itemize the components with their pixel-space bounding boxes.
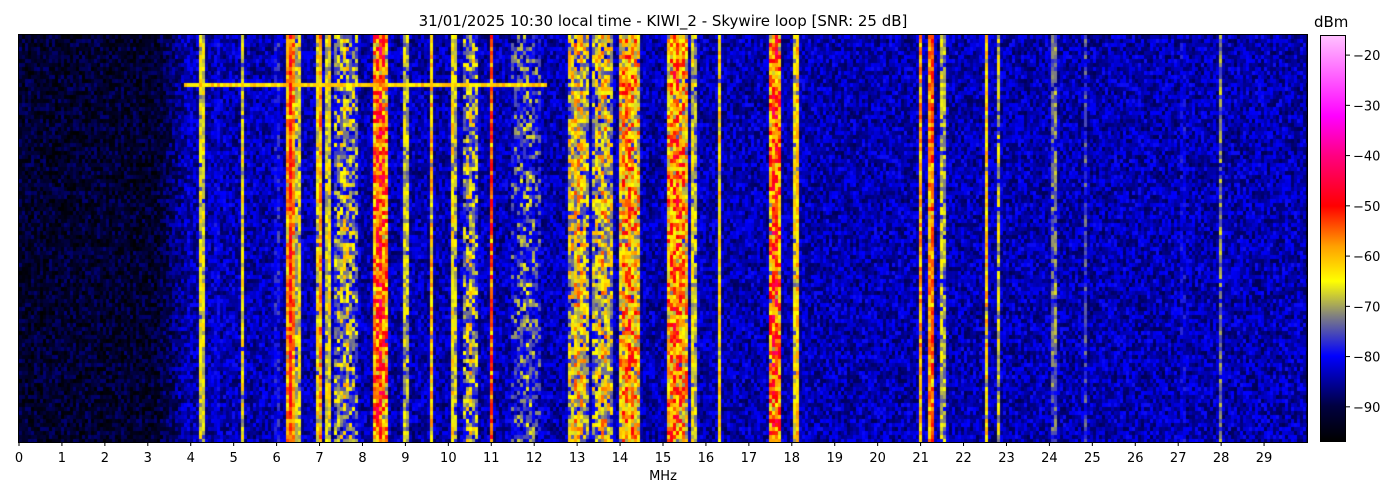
x-tick-label: 2 bbox=[101, 451, 109, 466]
x-tick-label: 20 bbox=[869, 451, 886, 466]
colorbar bbox=[1320, 35, 1346, 442]
x-tick-label: 18 bbox=[784, 451, 801, 466]
x-tick-label: 10 bbox=[440, 451, 457, 466]
x-tick-label: 26 bbox=[1127, 451, 1144, 466]
x-tick-label: 1 bbox=[58, 451, 66, 466]
x-tick-label: 0 bbox=[15, 451, 23, 466]
x-tick-label: 27 bbox=[1170, 451, 1187, 466]
x-tick-label: 12 bbox=[526, 451, 543, 466]
x-axis-label: MHz bbox=[649, 469, 677, 484]
colorbar-tick-label: −40 bbox=[1353, 150, 1380, 165]
x-tick-label: 16 bbox=[698, 451, 715, 466]
x-tick-label: 9 bbox=[401, 451, 409, 466]
colorbar-tick-label: −80 bbox=[1353, 351, 1380, 366]
x-tick-label: 8 bbox=[358, 451, 366, 466]
x-tick-label: 19 bbox=[826, 451, 843, 466]
x-tick-label: 21 bbox=[912, 451, 929, 466]
chart-title: 31/01/2025 10:30 local time - KIWI_2 - S… bbox=[418, 12, 908, 30]
x-tick-label: 6 bbox=[272, 451, 280, 466]
x-tick-label: 28 bbox=[1213, 451, 1230, 466]
x-tick-label: 11 bbox=[483, 451, 500, 466]
x-tick-label: 7 bbox=[315, 451, 323, 466]
x-tick-label: 4 bbox=[187, 451, 195, 466]
x-tick-label: 14 bbox=[612, 451, 629, 466]
colorbar-tick-label: −70 bbox=[1353, 300, 1380, 315]
x-tick-label: 5 bbox=[230, 451, 238, 466]
colorbar-tick-label: −60 bbox=[1353, 250, 1380, 265]
colorbar-tick-label: −90 bbox=[1353, 401, 1380, 416]
spectrogram-heatmap bbox=[19, 35, 1307, 442]
x-tick-label: 17 bbox=[741, 451, 758, 466]
colorbar-tick-label: −30 bbox=[1353, 99, 1380, 114]
x-tick-label: 29 bbox=[1256, 451, 1273, 466]
x-tick-label: 15 bbox=[655, 451, 672, 466]
x-tick-label: 25 bbox=[1084, 451, 1101, 466]
colorbar-tick-label: −20 bbox=[1353, 49, 1380, 64]
x-tick-label: 22 bbox=[955, 451, 972, 466]
x-tick-label: 24 bbox=[1041, 451, 1058, 466]
x-tick-label: 3 bbox=[144, 451, 152, 466]
x-tick-label: 13 bbox=[569, 451, 586, 466]
colorbar-label: dBm bbox=[1314, 13, 1349, 31]
x-tick-label: 23 bbox=[998, 451, 1015, 466]
colorbar-tick-label: −50 bbox=[1353, 200, 1380, 215]
